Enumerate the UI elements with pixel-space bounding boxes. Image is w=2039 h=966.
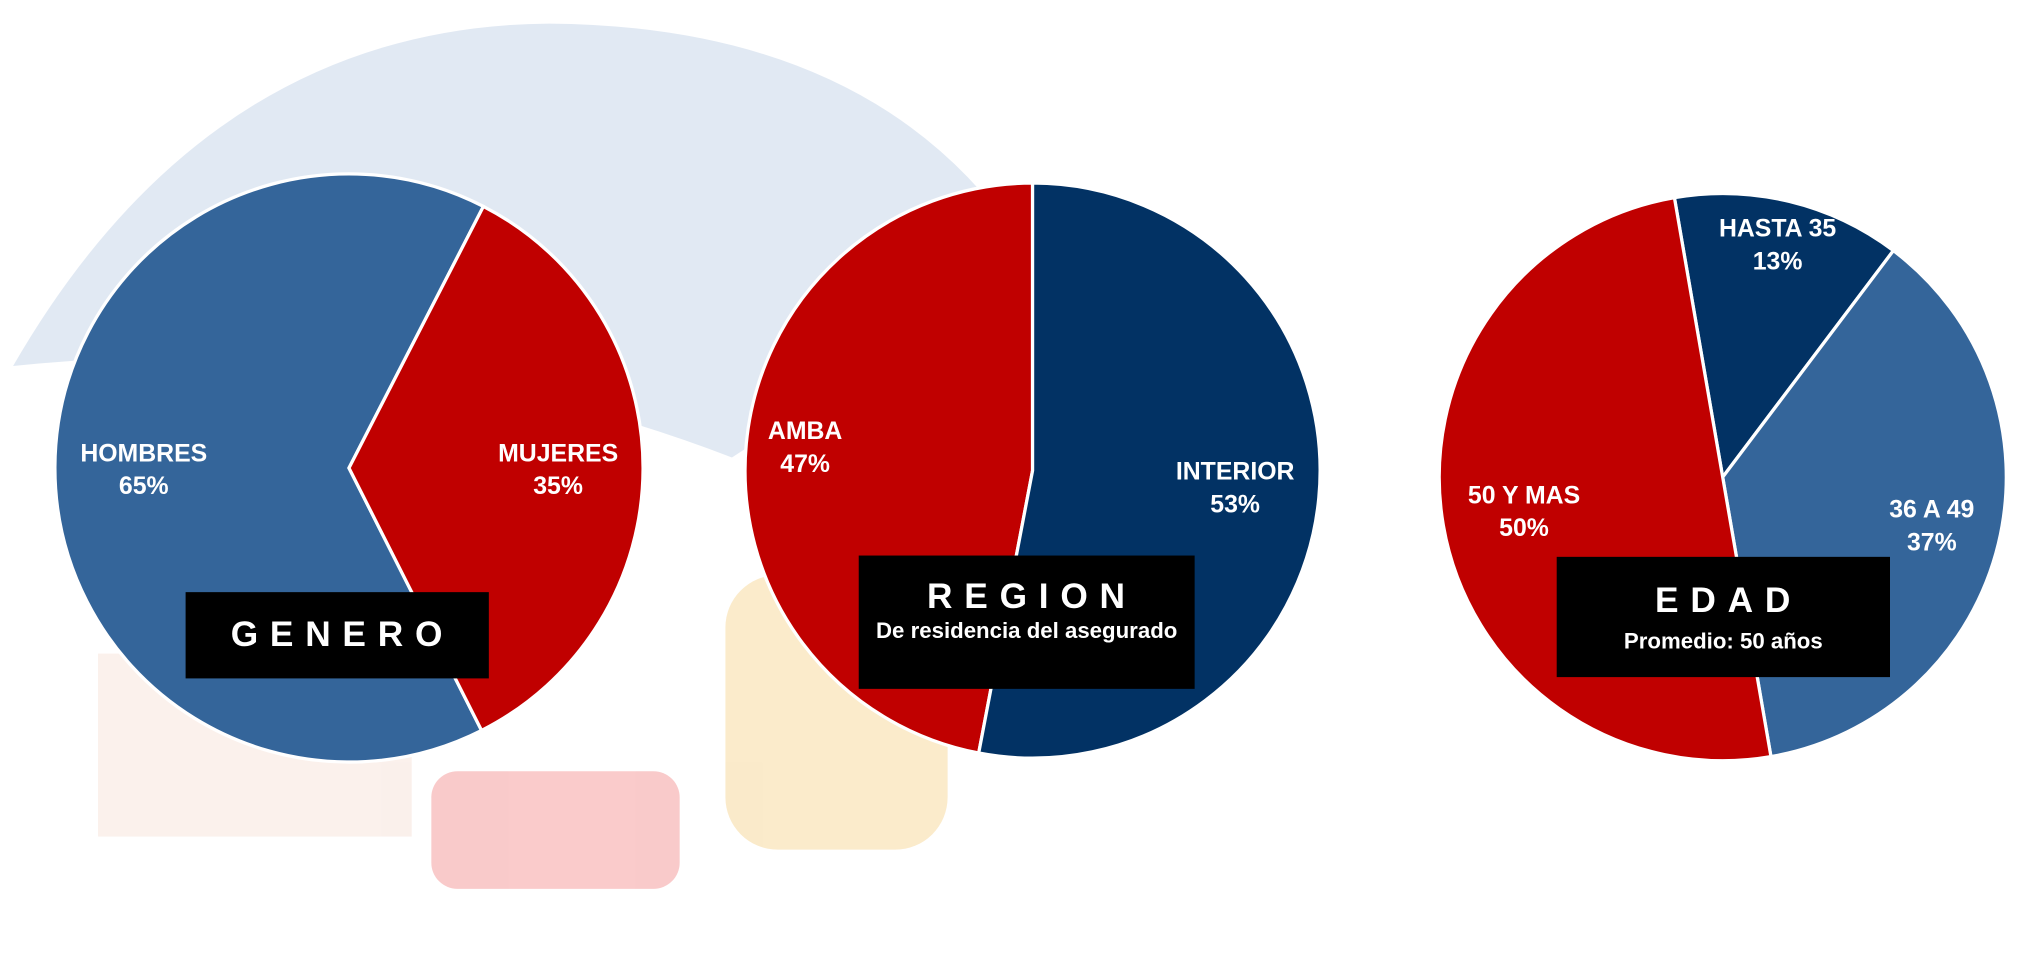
slice-value: 37%: [1907, 529, 1957, 556]
slice-label: INTERIOR: [1176, 459, 1295, 486]
slice-value: 53%: [1210, 491, 1260, 518]
slice-value: 13%: [1753, 248, 1803, 275]
slice-label: HASTA 35: [1719, 216, 1836, 243]
subtitle-box: De residencia del asegurado: [872, 617, 1182, 689]
subtitle-box: Promedio: 50 años: [1570, 627, 1877, 677]
slice-value: 50%: [1499, 515, 1549, 542]
slice-value: 35%: [533, 473, 583, 500]
slice-label: 50 Y MAS: [1468, 482, 1580, 509]
chart-subtitle: De residencia del asegurado: [872, 617, 1182, 644]
chart-title: REGION: [927, 577, 1137, 616]
car: [431, 771, 679, 889]
chart-title: GENERO: [231, 615, 455, 654]
slice-label: HOMBRES: [80, 440, 207, 467]
slice-value: 47%: [780, 451, 830, 478]
slice-label: 36 A 49: [1889, 497, 1974, 524]
chart-title: EDAD: [1655, 581, 1802, 620]
slice-label: MUJERES: [498, 440, 618, 467]
slice-label: AMBA: [768, 418, 843, 445]
chart-subtitle: Promedio: 50 años: [1570, 627, 1877, 654]
slice-value: 65%: [119, 473, 169, 500]
infographic: HOMBRES 65% MUJERES 35% GENERO AMBA 47% INTERIO…: [0, 0, 2039, 966]
